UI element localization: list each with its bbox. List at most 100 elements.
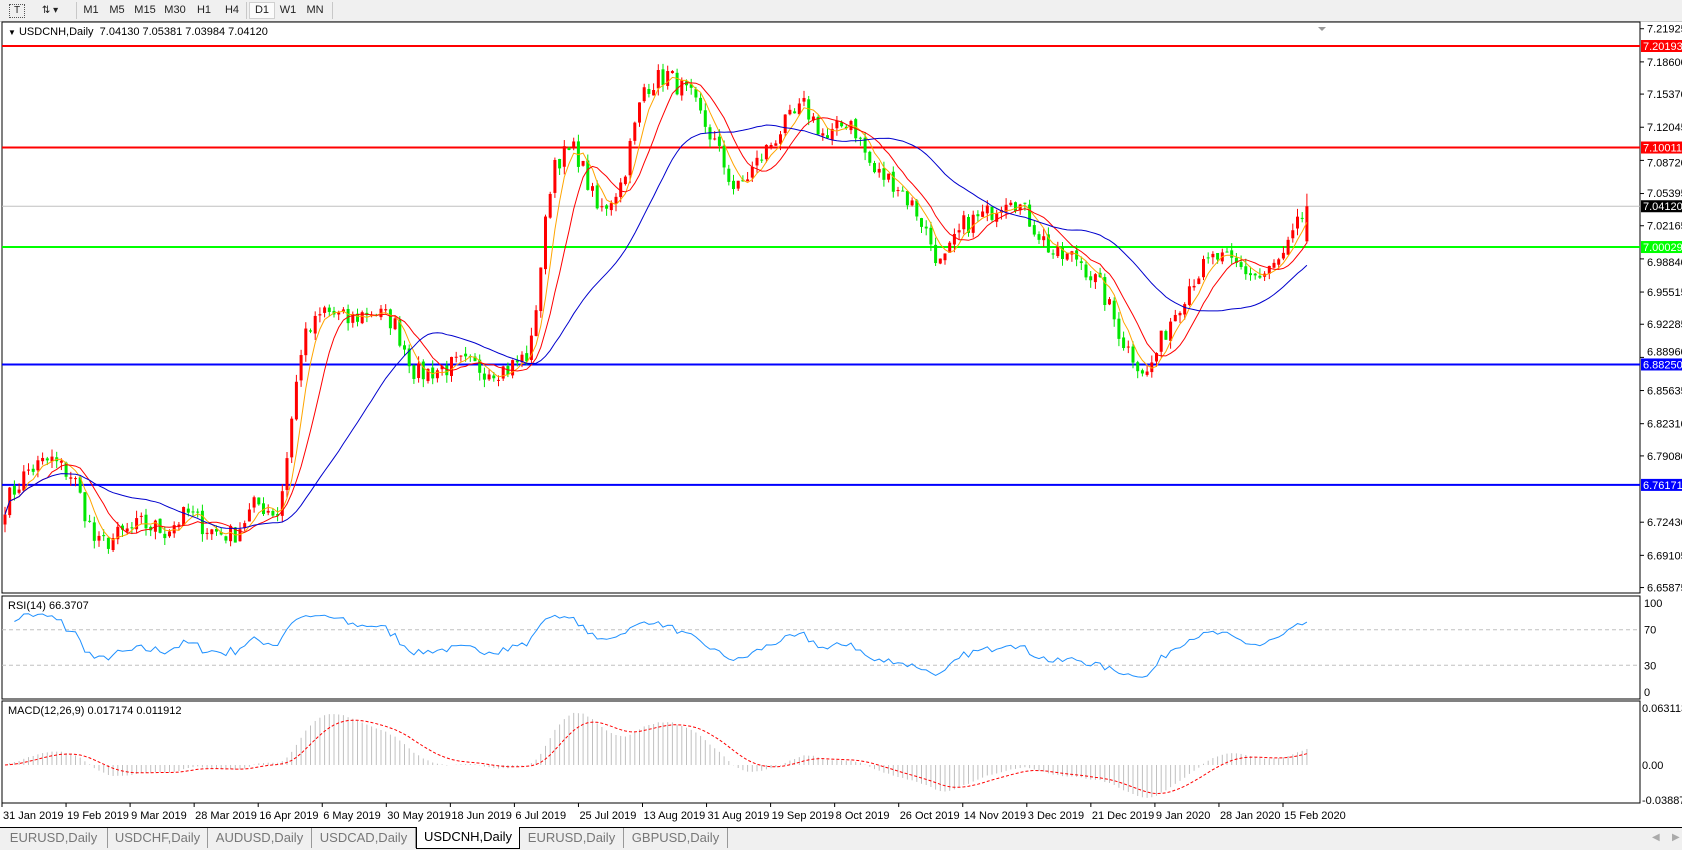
candle-body <box>459 355 463 357</box>
candle-body <box>290 418 294 458</box>
scroll-left-icon[interactable]: ◀ <box>1652 832 1660 843</box>
candle-body <box>487 374 491 380</box>
candle-body <box>243 523 247 529</box>
candle-body <box>1286 239 1290 255</box>
candle-body <box>581 160 585 166</box>
candle-body <box>144 514 148 529</box>
tab-usdchf[interactable]: USDCHF,Daily <box>108 828 208 848</box>
candle-body <box>323 307 327 313</box>
timeframe-h4[interactable]: H4 <box>224 4 240 16</box>
candle-body <box>1065 253 1069 260</box>
date-tick-label: 31 Aug 2019 <box>708 810 770 822</box>
candle-body <box>266 510 270 513</box>
candle-body <box>69 477 73 479</box>
candle-body <box>64 462 68 477</box>
candle-body <box>50 456 54 462</box>
candle-body <box>12 486 16 495</box>
candle-body <box>17 489 21 493</box>
candle-body <box>177 524 181 527</box>
candle-body <box>1253 273 1257 276</box>
candle-body <box>1169 321 1173 341</box>
candle-body <box>717 136 721 146</box>
candle-body <box>1103 277 1107 305</box>
date-tick-label: 26 Oct 2019 <box>900 810 960 822</box>
rsi-line <box>14 613 1308 678</box>
date-tick-label: 14 Nov 2019 <box>964 810 1026 822</box>
candle-body <box>981 211 985 217</box>
candle-body <box>59 460 63 463</box>
price-tick-label: 6.88960 <box>1647 346 1682 358</box>
candle-body <box>97 535 101 541</box>
timeframe-m1[interactable]: M1 <box>83 4 99 16</box>
candle-body <box>111 538 115 551</box>
timeframe-d1[interactable]: D1 <box>249 2 275 19</box>
candle-body <box>492 375 496 379</box>
date-tick-label: 30 May 2019 <box>387 810 451 822</box>
line-tools-icon[interactable]: ⇅ ▾ <box>41 5 59 16</box>
timeframe-h1[interactable]: H1 <box>196 4 212 16</box>
candle-body <box>708 127 712 140</box>
tab-eurusd[interactable]: EURUSD,Daily <box>0 828 108 848</box>
candle-body <box>1211 253 1215 258</box>
candle-body <box>1023 202 1027 204</box>
date-tick-label: 21 Dec 2019 <box>1092 810 1154 822</box>
candle-body <box>1267 265 1271 274</box>
candle-body <box>196 511 200 513</box>
candle-body <box>609 203 613 211</box>
timeframe-m5[interactable]: M5 <box>109 4 125 16</box>
symbol-label: USDCNH,Daily <box>18 26 94 38</box>
candle-body <box>595 185 599 209</box>
macd-signal-line <box>4 719 1308 795</box>
candle-body <box>412 365 416 379</box>
tab-gbpusd[interactable]: GBPUSD,Daily <box>624 828 728 848</box>
candle-body <box>1173 314 1177 322</box>
candle-body <box>703 110 707 127</box>
scroll-right-icon[interactable]: ▶ <box>1672 832 1680 843</box>
candle-body <box>562 146 566 167</box>
collapse-triangle-icon[interactable]: ▼ <box>8 28 16 37</box>
candle-body <box>877 168 881 173</box>
candle-body <box>205 532 209 534</box>
candle-body <box>1089 276 1093 281</box>
candle-body <box>788 109 792 115</box>
candle-body <box>1272 262 1276 268</box>
candle-body <box>1239 262 1243 267</box>
rsi-title: RSI(14) 66.3707 <box>8 600 89 612</box>
candle-body <box>27 469 30 471</box>
candle-body <box>652 90 656 96</box>
candle-body <box>976 214 980 217</box>
tab-audusd[interactable]: AUDUSD,Daily <box>208 828 312 848</box>
date-tick-label: 3 Dec 2019 <box>1028 810 1084 822</box>
candle-body <box>525 353 529 362</box>
candle-body <box>1112 300 1116 320</box>
candle-body <box>1183 304 1187 315</box>
candle-body <box>633 122 637 141</box>
tab-usdcnh[interactable]: USDCNH,Daily <box>416 827 520 849</box>
timeframe-w1[interactable]: W1 <box>279 4 297 16</box>
candle-body <box>139 515 143 517</box>
candle-body <box>544 216 547 270</box>
price-tick-label: 6.85635 <box>1647 386 1682 398</box>
candle-body <box>435 370 439 379</box>
candle-body <box>534 310 538 336</box>
timeframe-mn[interactable]: MN <box>306 4 324 16</box>
candle-body <box>1056 246 1060 257</box>
price-tick-label: 7.21925 <box>1647 24 1682 36</box>
candle-body <box>727 168 731 182</box>
chart-canvas[interactable]: 7.21925 7.18600 7.15370 7.12045 7.08720 7.053… <box>0 0 1682 827</box>
candle-body <box>106 537 110 549</box>
timeframe-m15[interactable]: M15 <box>134 4 156 16</box>
text-tool-icon[interactable]: T <box>9 4 25 18</box>
tab-eurusd-2[interactable]: EURUSD,Daily <box>520 828 624 848</box>
tab-usdcad[interactable]: USDCAD,Daily <box>312 828 416 848</box>
candle-body <box>656 70 660 89</box>
candle-body <box>116 526 120 540</box>
candle-body <box>478 359 482 373</box>
candle-body <box>1093 274 1097 283</box>
timeframe-m30[interactable]: M30 <box>164 4 186 16</box>
candle-body <box>1234 257 1238 263</box>
price-level-badge <box>1641 241 1682 254</box>
candle-body <box>337 312 341 315</box>
candle-body <box>1206 257 1210 259</box>
date-tick-label: 18 Jun 2019 <box>451 810 512 822</box>
